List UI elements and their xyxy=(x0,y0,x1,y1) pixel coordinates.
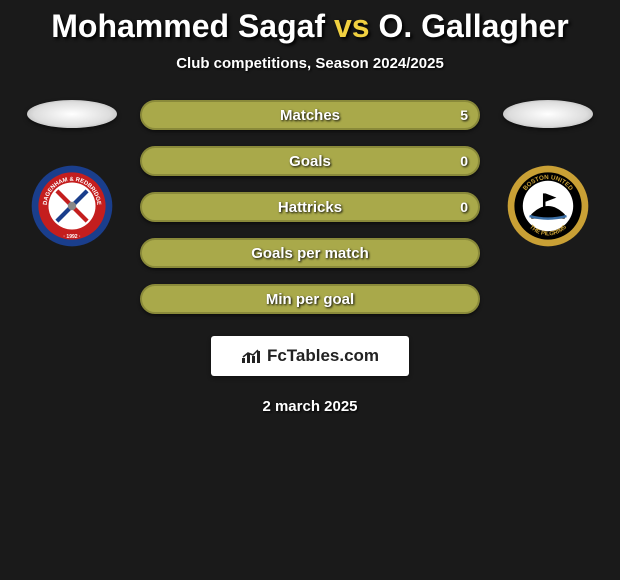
left-side: DAGENHAM & REDBRIDGE · 1992 · xyxy=(22,100,122,248)
svg-text:· 1992 ·: · 1992 · xyxy=(63,234,81,240)
stat-row: Matches 5 xyxy=(140,100,480,130)
vs-text: vs xyxy=(334,8,370,44)
stat-row: Goals per match xyxy=(140,238,480,268)
stat-row: Min per goal xyxy=(140,284,480,314)
stat-label: Goals xyxy=(289,153,331,170)
main-content: DAGENHAM & REDBRIDGE · 1992 · Matches 5 Go… xyxy=(0,100,620,314)
comparison-title: Mohammed Sagaf vs O. Gallagher xyxy=(51,8,568,45)
player2-name: O. Gallagher xyxy=(378,8,568,44)
stat-row: Goals 0 xyxy=(140,146,480,176)
brand-badge: FcTables.com xyxy=(211,336,409,376)
stat-value-right: 0 xyxy=(460,199,468,215)
subtitle: Club competitions, Season 2024/2025 xyxy=(176,55,444,72)
stat-value-right: 5 xyxy=(460,107,468,123)
player2-avatar xyxy=(503,100,593,128)
brand-text: FcTables.com xyxy=(267,346,379,366)
club-badge-left: DAGENHAM & REDBRIDGE · 1992 · xyxy=(30,164,114,248)
stat-label: Hattricks xyxy=(278,199,342,216)
stats-container: Matches 5 Goals 0 Hattricks 0 Goals per match M… xyxy=(140,100,480,314)
stat-row: Hattricks 0 xyxy=(140,192,480,222)
stat-label: Matches xyxy=(280,107,340,124)
stat-value-right: 0 xyxy=(460,153,468,169)
stat-label: Goals per match xyxy=(251,245,369,262)
brand-chart-icon xyxy=(241,348,261,364)
date-text: 2 march 2025 xyxy=(262,398,357,415)
player1-avatar xyxy=(27,100,117,128)
right-side: BOSTON UNITED THE PILGRIMS xyxy=(498,100,598,248)
player1-name: Mohammed Sagaf xyxy=(51,8,325,44)
stat-label: Min per goal xyxy=(266,291,354,308)
club-badge-right: BOSTON UNITED THE PILGRIMS xyxy=(506,164,590,248)
